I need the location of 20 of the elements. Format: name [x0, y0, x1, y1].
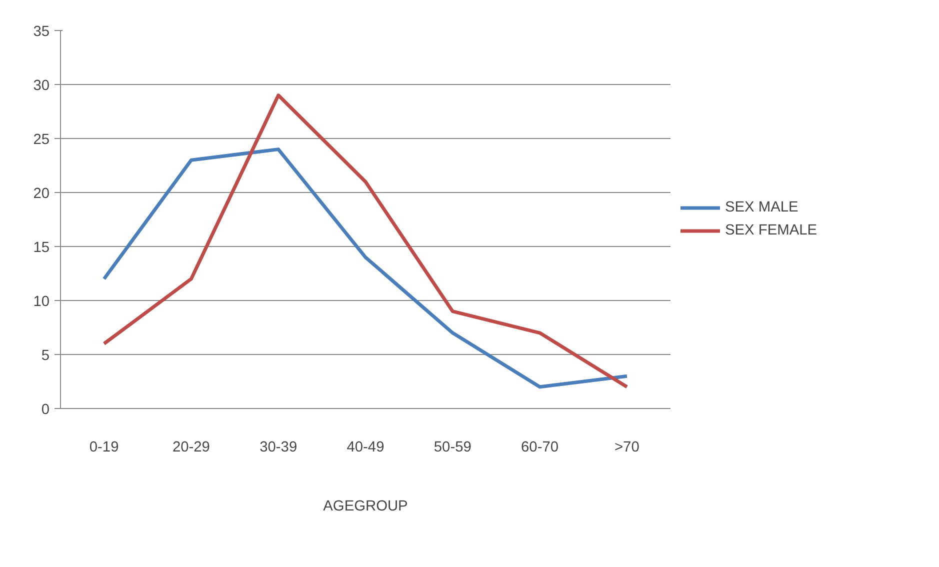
- line-series: [102, 94, 629, 389]
- x-tick-label: 0-19: [89, 440, 119, 456]
- y-tick-label: 20: [33, 186, 50, 202]
- legend-label: SEX FEMALE: [725, 222, 818, 238]
- x-tick-label: 30-39: [260, 440, 298, 456]
- y-tick-label: 15: [33, 240, 50, 256]
- y-tick-label: 5: [41, 348, 50, 364]
- x-tick-label: 50-59: [434, 440, 472, 456]
- x-tick-label: 20-29: [172, 440, 210, 456]
- y-tick-label: 0: [41, 402, 50, 418]
- legend-label: SEX MALE: [725, 200, 798, 216]
- x-axis-title: AGEGROUP: [323, 498, 408, 514]
- x-tick-label: 40-49: [346, 440, 384, 456]
- x-tick-label: >70: [614, 440, 640, 456]
- y-tick-label: 30: [33, 78, 50, 94]
- x-tick-label: 60-70: [521, 440, 559, 456]
- y-tick-label: 10: [33, 294, 50, 310]
- y-tick-label: 25: [33, 132, 50, 148]
- y-tick-label: 35: [33, 24, 50, 40]
- line-series: [102, 148, 629, 389]
